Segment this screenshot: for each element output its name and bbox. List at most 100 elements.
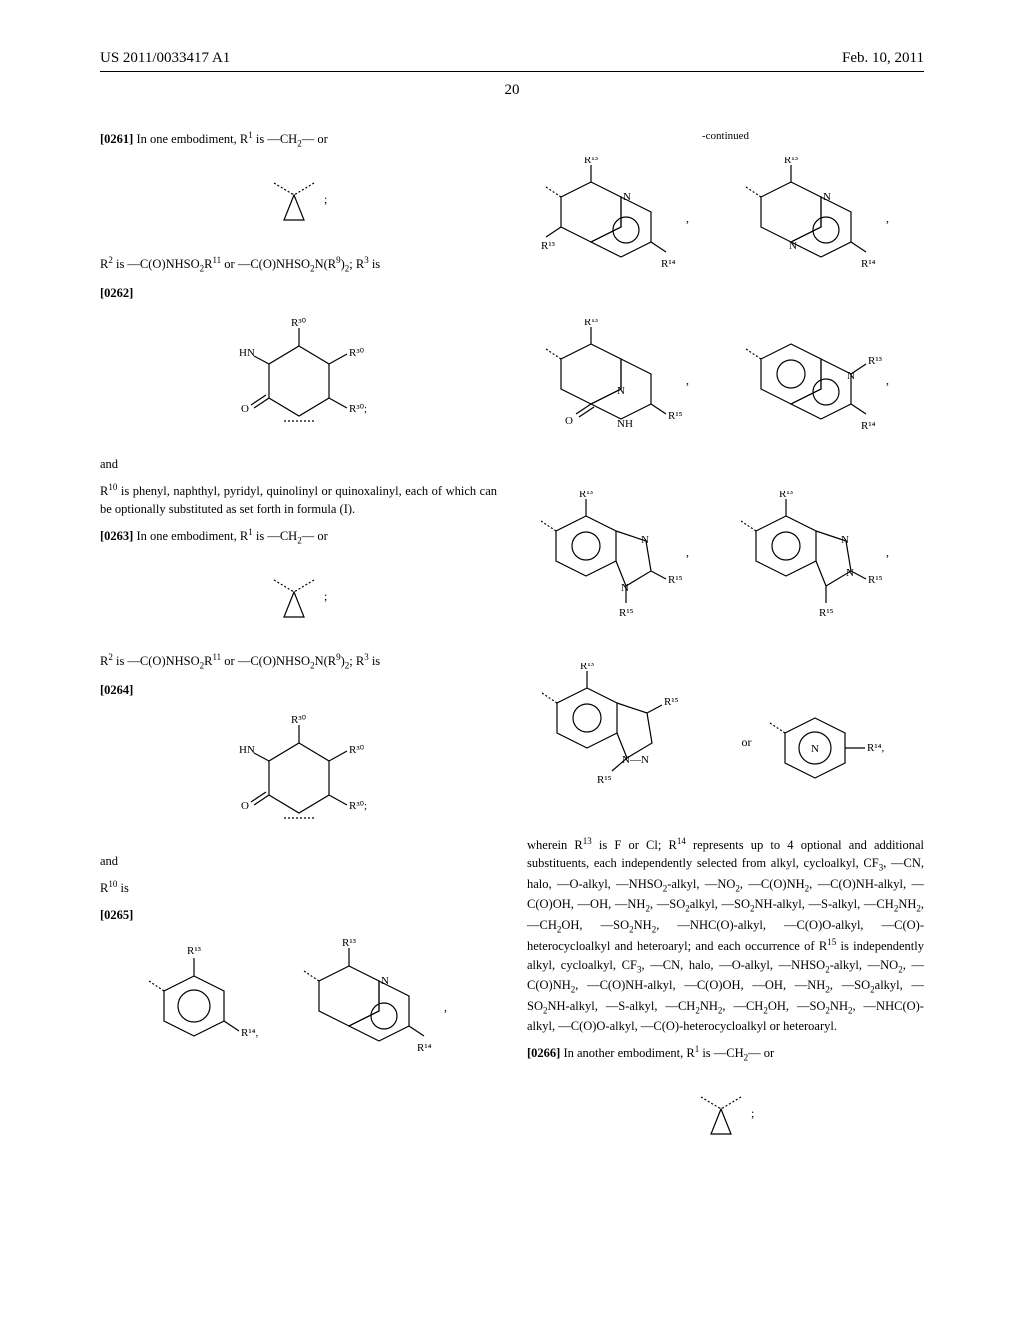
quinoxaline-structure: N N R¹³ R¹⁴ , bbox=[741, 157, 911, 307]
continued-label: -continued bbox=[527, 129, 924, 145]
text: In another embodiment, R bbox=[563, 1047, 694, 1061]
svg-text:R¹⁵: R¹⁵ bbox=[668, 574, 683, 586]
page-number: 20 bbox=[0, 82, 1024, 99]
svg-text:R¹⁴,: R¹⁴, bbox=[241, 1027, 258, 1039]
para-0262: [0262] bbox=[100, 284, 497, 302]
quinoline-structure: N R¹³ R¹⁴ , bbox=[299, 936, 459, 1096]
or-label: or bbox=[742, 734, 752, 751]
para-0264: [0264] bbox=[100, 681, 497, 699]
label: HN bbox=[239, 744, 255, 756]
label: HN bbox=[239, 347, 255, 359]
structure-row-r4: N—N R¹³ R¹⁵ R¹⁵ or N R¹⁴, bbox=[527, 663, 924, 823]
label: R³⁰ bbox=[349, 744, 365, 756]
header-rule bbox=[100, 71, 924, 72]
cyclopropyl-structure-3: ; bbox=[527, 1079, 924, 1154]
svg-text:N: N bbox=[823, 191, 831, 203]
wherein-para: wherein R13 is F or Cl; R14 represents u… bbox=[527, 835, 924, 1036]
structure-row-r3: N N R¹³ R¹⁵ R¹⁵ , N N R¹³ bbox=[527, 491, 924, 651]
svg-text:R¹⁵: R¹⁵ bbox=[664, 696, 679, 708]
r2-definition-a: R2 is —C(O)NHSO2R11 or —C(O)NHSO2N(R9)2;… bbox=[100, 254, 497, 276]
text: is phenyl, naphthyl, pyridyl, quinolinyl… bbox=[100, 484, 497, 516]
text: is —C(O)NHSO bbox=[113, 654, 200, 668]
svg-text:NH: NH bbox=[617, 418, 633, 430]
svg-text:R¹⁴,: R¹⁴, bbox=[867, 742, 884, 754]
para-num: [0263] bbox=[100, 529, 133, 543]
text: In one embodiment, R bbox=[136, 529, 248, 543]
svg-text:R¹³: R¹³ bbox=[584, 157, 599, 166]
label: R³⁰; bbox=[349, 403, 367, 415]
svg-text:N: N bbox=[846, 567, 854, 579]
text: or —C(O)NHSO bbox=[221, 654, 310, 668]
svg-text:R¹⁵: R¹⁵ bbox=[819, 607, 834, 619]
sup: 10 bbox=[108, 879, 117, 889]
and-text-2: and bbox=[100, 852, 497, 870]
svg-text:R¹⁴: R¹⁴ bbox=[861, 258, 876, 270]
svg-text:N: N bbox=[381, 975, 389, 987]
left-column: [0261] In one embodiment, R1 is —CH2— or… bbox=[100, 129, 497, 1168]
isoquinoline-structure: N R¹³ R¹³ R¹⁴ , bbox=[541, 157, 711, 307]
text: is bbox=[369, 654, 380, 668]
para-num: [0265] bbox=[100, 908, 133, 922]
header-left: US 2011/0033417 A1 bbox=[100, 50, 230, 67]
sup: 11 bbox=[213, 255, 222, 265]
para-num: [0264] bbox=[100, 683, 133, 697]
svg-text:,: , bbox=[886, 211, 889, 225]
svg-text:R¹³: R¹³ bbox=[779, 491, 794, 500]
text: or —C(O)NHSO bbox=[221, 257, 310, 271]
svg-text:R¹⁵: R¹⁵ bbox=[868, 574, 883, 586]
text: is —CH bbox=[699, 1047, 743, 1061]
text: N(R bbox=[315, 257, 337, 271]
cyclopropyl-structure-1: ; bbox=[100, 165, 497, 240]
label: O bbox=[241, 800, 249, 812]
svg-text:N: N bbox=[621, 582, 629, 594]
text: ; R bbox=[349, 257, 364, 271]
para-0265: [0265] bbox=[100, 906, 497, 924]
r3-ring-structure-a: R³⁰ R³⁰ R³⁰; HN O bbox=[100, 316, 497, 441]
indazole-structure-a: N N R¹³ R¹⁵ R¹⁵ , bbox=[741, 491, 911, 651]
para-num: [0261] bbox=[100, 132, 133, 146]
r2-definition-b: R2 is —C(O)NHSO2R11 or —C(O)NHSO2N(R9)2;… bbox=[100, 651, 497, 673]
text: R bbox=[204, 654, 212, 668]
text: — or bbox=[302, 529, 328, 543]
r10-is: R10 is bbox=[100, 878, 497, 897]
text: is bbox=[369, 257, 380, 271]
svg-text:R¹³: R¹³ bbox=[580, 663, 595, 672]
text: is —C(O)NHSO bbox=[113, 257, 200, 271]
svg-text:;: ; bbox=[751, 1106, 754, 1120]
para-0263: [0263] In one embodiment, R1 is —CH2— or bbox=[100, 526, 497, 548]
text: is —CH bbox=[253, 132, 297, 146]
text: ; R bbox=[349, 654, 364, 668]
svg-text:N: N bbox=[847, 370, 855, 382]
r3-ring-structure-b: R³⁰ R³⁰ R³⁰; HN O bbox=[100, 713, 497, 838]
structure-row-r1: N R¹³ R¹³ R¹⁴ , N N R¹³ R¹⁴ , bbox=[527, 157, 924, 307]
header-right: Feb. 10, 2011 bbox=[842, 50, 924, 67]
page-header: US 2011/0033417 A1 Feb. 10, 2011 bbox=[0, 0, 1024, 71]
svg-text:R¹³: R¹³ bbox=[868, 355, 883, 367]
para-num: [0266] bbox=[527, 1047, 560, 1061]
text: N(R bbox=[315, 654, 337, 668]
svg-text:R¹⁴: R¹⁴ bbox=[661, 258, 676, 270]
svg-text:O: O bbox=[565, 415, 573, 427]
benzimidazole-structure: N N R¹³ R¹⁵ R¹⁵ , bbox=[541, 491, 711, 651]
text: R bbox=[204, 257, 212, 271]
label: R³⁰ bbox=[291, 317, 307, 329]
svg-text:N: N bbox=[641, 534, 649, 546]
svg-text:,: , bbox=[444, 1000, 447, 1014]
text: — or bbox=[302, 132, 328, 146]
svg-text:,: , bbox=[686, 545, 689, 559]
svg-text:R¹⁵: R¹⁵ bbox=[668, 410, 683, 422]
svg-text:;: ; bbox=[324, 589, 327, 603]
right-column: -continued N R¹³ R¹³ R¹⁴ , bbox=[527, 129, 924, 1168]
structure-row-r2: N NH R¹³ O R¹⁵ , N R¹³ R¹⁴ bbox=[527, 319, 924, 479]
text: In one embodiment, R bbox=[136, 132, 248, 146]
text: is —CH bbox=[253, 529, 297, 543]
svg-text:,: , bbox=[886, 373, 889, 387]
text: — or bbox=[748, 1047, 774, 1061]
label: O bbox=[241, 403, 249, 415]
para-0261: [0261] In one embodiment, R1 is —CH2— or bbox=[100, 129, 497, 151]
indazole-structure-b: N—N R¹³ R¹⁵ R¹⁵ bbox=[542, 663, 712, 823]
sup: 11 bbox=[213, 652, 222, 662]
svg-text:N: N bbox=[811, 743, 819, 755]
svg-text:;: ; bbox=[324, 192, 327, 206]
label: R³⁰ bbox=[349, 347, 365, 359]
